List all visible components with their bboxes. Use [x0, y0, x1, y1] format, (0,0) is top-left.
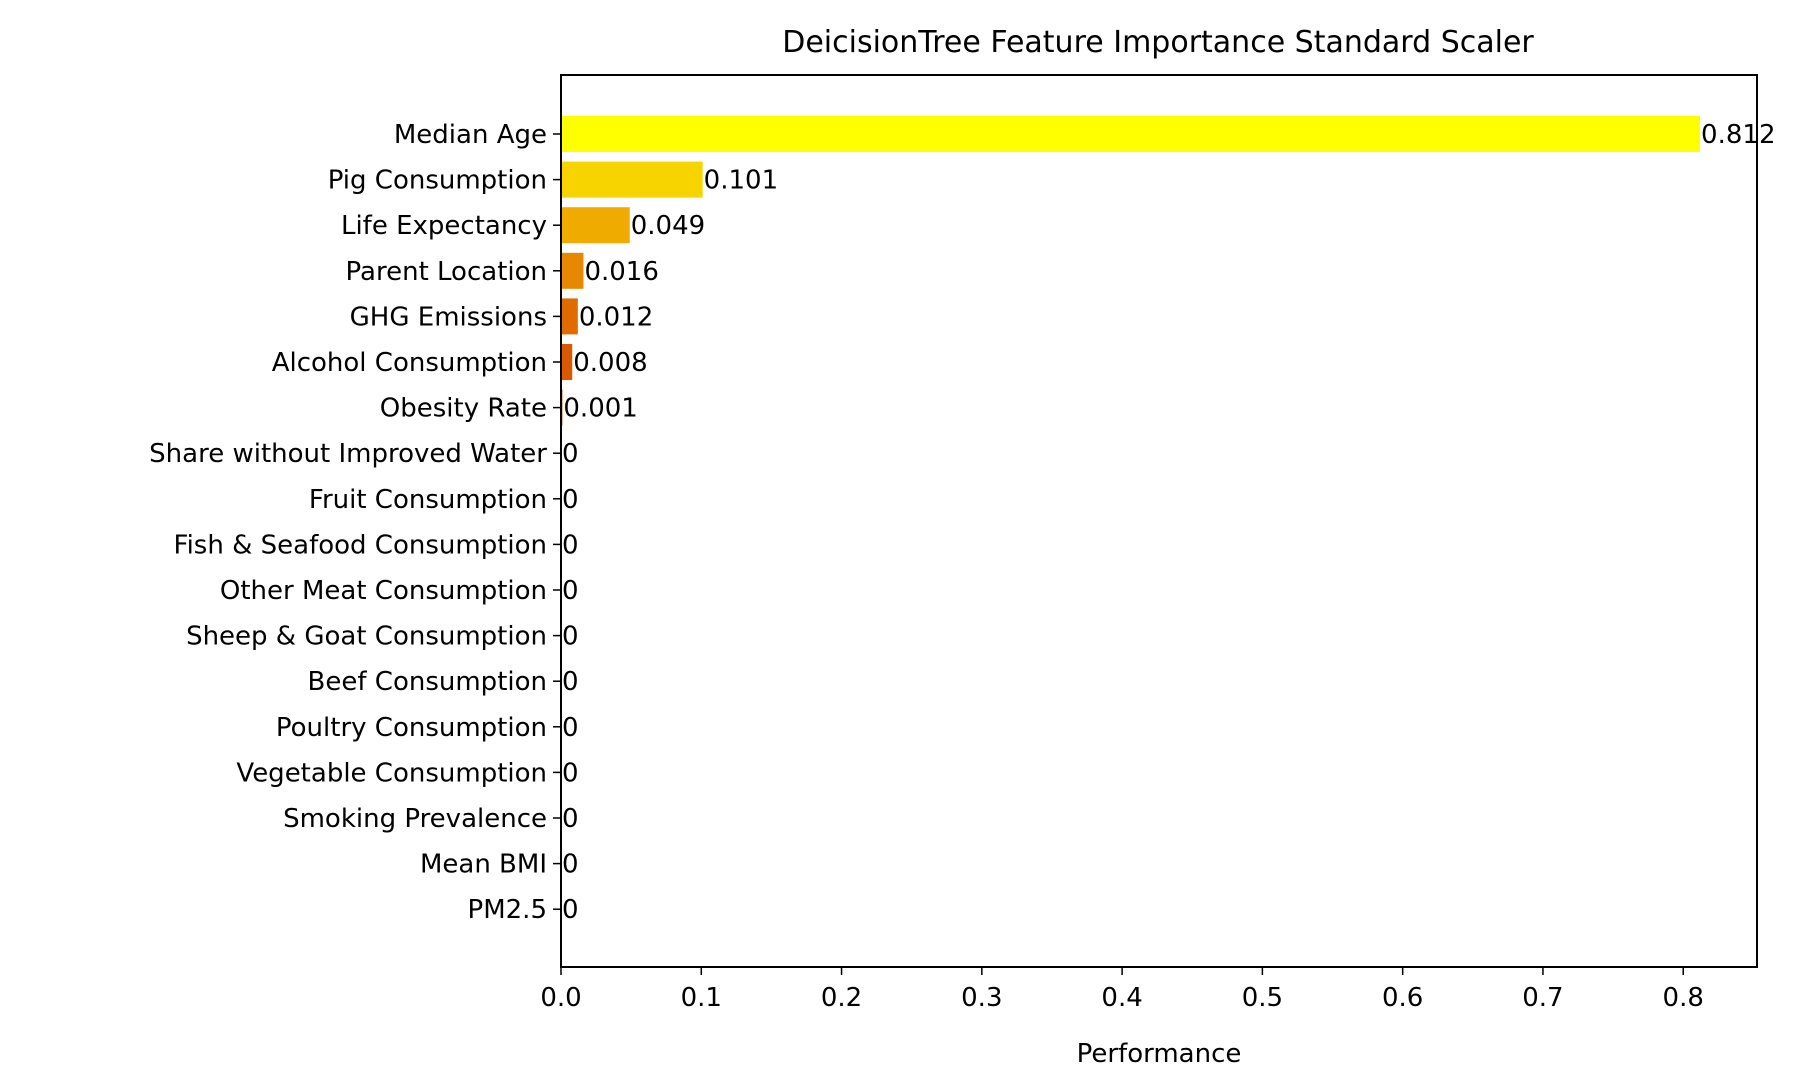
plot-frame [560, 74, 1758, 968]
bar-value-label: 0 [562, 895, 579, 925]
bar-value-label: 0 [562, 530, 579, 560]
bar-value-label: 0.001 [563, 394, 637, 424]
chart-title: DeicisionTree Feature Importance Standar… [782, 25, 1534, 60]
value-labels-layer: 0.812 0.101 0.049 0.016 0.012 0.008 0.001 0 0 0 0 0… [562, 120, 1775, 925]
bars-layer [561, 116, 1701, 426]
x-tick-label: 0.7 [1522, 983, 1563, 1013]
category-tick-label: Pig Consumption [328, 166, 547, 196]
category-tick-label: Vegetable Consumption [236, 758, 547, 788]
bar-value-label: 0.016 [584, 257, 658, 287]
category-tick-label: Mean BMI [420, 850, 547, 880]
bar-value-label: 0 [562, 804, 579, 834]
bar-value-label: 0.049 [631, 211, 705, 241]
category-tick-label: GHG Emissions [350, 302, 547, 332]
x-axis-label: Performance [1077, 1039, 1242, 1069]
category-tick-label: Sheep & Goat Consumption [186, 622, 547, 652]
x-tick-label: 0.5 [1242, 983, 1283, 1013]
x-tick-label: 0.8 [1663, 983, 1704, 1013]
bar-value-label: 0 [562, 439, 579, 469]
bar-value-label: 0 [562, 758, 579, 788]
x-tick-label: 0.6 [1382, 983, 1423, 1013]
bar-value-label: 0 [562, 667, 579, 697]
category-tick-label: Other Meat Consumption [220, 576, 547, 606]
bar [561, 207, 630, 244]
category-tick-label: Median Age [394, 120, 547, 150]
bar-value-label: 0 [562, 622, 579, 652]
bar [561, 344, 573, 380]
category-tick-label: Beef Consumption [308, 667, 547, 697]
x-tick-label: 0.4 [1101, 983, 1142, 1013]
bar [561, 252, 584, 289]
category-tick-label: Fruit Consumption [309, 485, 547, 515]
category-tick-label: Share without Improved Water [149, 439, 547, 469]
bar-value-label: 0.008 [573, 348, 647, 378]
category-tick-label: PM2.5 [468, 895, 547, 925]
x-axis-ticks: 0.0 0.1 0.2 0.3 0.4 0.5 0.6 0.7 0.8 [540, 967, 1704, 1013]
category-tick-label: Alcohol Consumption [272, 348, 547, 378]
bar [561, 116, 1701, 152]
bar-value-label: 0 [562, 576, 579, 606]
category-tick-label: Fish & Seafood Consumption [174, 530, 547, 560]
bar-value-label: 0.101 [704, 166, 778, 196]
category-tick-label: Obesity Rate [380, 394, 547, 424]
bar-value-label: 0 [562, 850, 579, 880]
x-tick-label: 0.3 [961, 983, 1002, 1013]
category-tick-label: Poultry Consumption [276, 713, 547, 743]
bar-value-label: 0.012 [579, 302, 653, 332]
category-tick-label: Smoking Prevalence [283, 804, 547, 834]
x-tick-label: 0.1 [681, 983, 722, 1013]
category-labels-layer: Median Age Pig Consumption Life Expectancy… [149, 120, 561, 925]
bar [561, 161, 703, 198]
x-tick-label: 0.2 [821, 983, 862, 1013]
category-tick-label: Life Expectancy [341, 211, 547, 241]
x-tick-label: 0.0 [540, 983, 581, 1013]
bar-value-label: 0 [562, 485, 579, 515]
bar-value-label: 0 [562, 713, 579, 743]
bar-value-label: 0.812 [1701, 120, 1775, 150]
bar [561, 298, 578, 335]
category-tick-label: Parent Location [346, 257, 547, 287]
